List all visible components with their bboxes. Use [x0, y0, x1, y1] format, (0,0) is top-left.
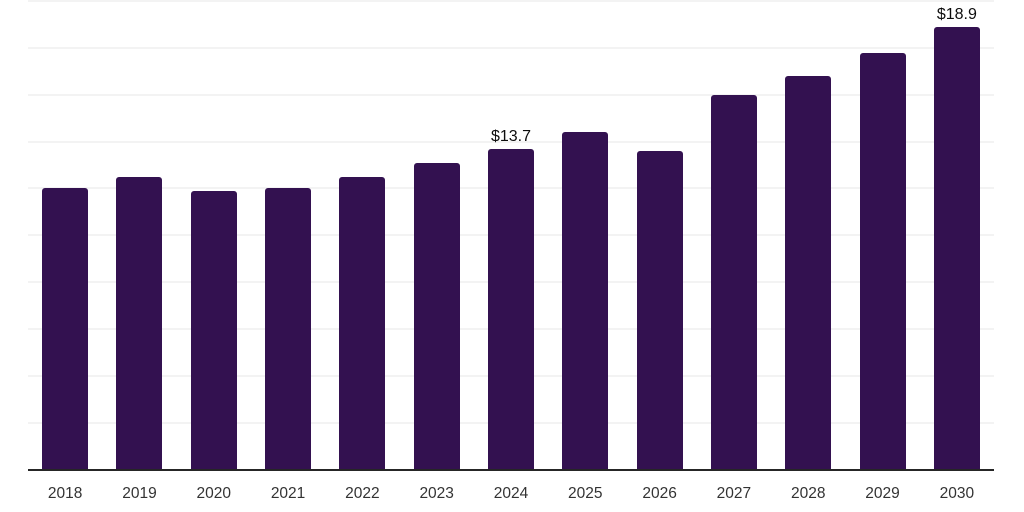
bar-2024 — [488, 148, 534, 470]
bar-2027 — [710, 94, 757, 470]
x-tick-label-2019: 2019 — [122, 485, 157, 502]
x-tick-label-2021: 2021 — [270, 485, 306, 502]
bar-2023 — [413, 162, 460, 470]
x-tick-label-2020: 2020 — [196, 485, 231, 502]
x-tick-label-2029: 2029 — [865, 485, 900, 502]
gridline — [28, 46, 994, 49]
bar-2020 — [190, 190, 237, 470]
bar-2028 — [785, 76, 832, 470]
x-tick-label-2018: 2018 — [47, 485, 83, 502]
bar-2022 — [339, 176, 386, 470]
gridline — [28, 140, 994, 143]
bar-2018 — [42, 188, 89, 470]
bar-2021 — [265, 188, 312, 470]
data-label-2024: $13.7 — [490, 127, 532, 145]
gridline — [28, 0, 994, 3]
gridline — [28, 93, 994, 96]
bar-2030 — [933, 26, 980, 470]
x-tick-label-2025: 2025 — [568, 485, 603, 502]
x-tick-label-2026: 2026 — [642, 485, 677, 502]
bar-2029 — [859, 52, 906, 470]
x-tick-label-2030: 2030 — [939, 485, 975, 502]
x-axis-line — [28, 469, 994, 471]
bar-2025 — [562, 132, 609, 470]
bar-2019 — [116, 176, 163, 470]
data-label-2030: $18.9 — [936, 5, 977, 23]
bar-2026 — [636, 150, 683, 470]
x-tick-label-2028: 2028 — [790, 485, 826, 502]
x-tick-label-2023: 2023 — [419, 485, 454, 502]
x-tick-label-2022: 2022 — [345, 485, 380, 502]
x-tick-label-2027: 2027 — [716, 485, 752, 502]
x-tick-label-2024: 2024 — [493, 485, 529, 502]
